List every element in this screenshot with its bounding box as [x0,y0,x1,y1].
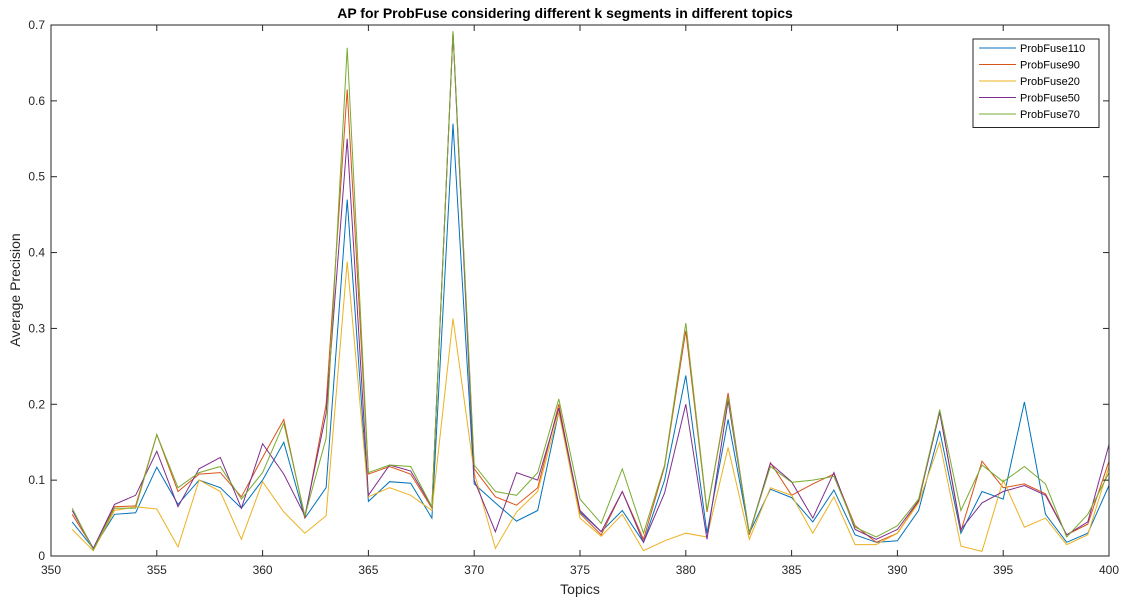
x-tick-label: 380 [676,563,696,577]
x-tick-label: 355 [147,563,167,577]
x-tick-label: 395 [993,563,1013,577]
y-tick-label: 0.1 [28,473,45,487]
plot-area [51,25,1109,556]
legend-label: ProbFuse50 [1020,93,1080,105]
x-tick-label: 375 [570,563,590,577]
ticks-layer: 350 355 360 365 370 375 380 385 390 395 400 0 0.1 0.2… [28,18,1119,577]
series-line-probfuse110 [71,123,1110,550]
series-layer [71,31,1110,553]
legend-label: ProbFuse20 [1020,76,1080,88]
legend-label: ProbFuse110 [1020,43,1085,55]
y-tick-label: 0.2 [28,397,45,411]
series-line-probfuse70 [71,31,1110,552]
x-axis-label: Topics [560,581,600,597]
x-tick-label: 400 [1099,563,1119,577]
legend-box [972,38,1100,128]
x-tick-label: 350 [41,563,61,577]
y-axis-label: Average Precision [7,233,23,346]
y-tick-label: 0.4 [28,246,45,260]
y-tick-label: 0.7 [28,18,45,32]
x-tick-label: 385 [782,563,802,577]
x-tick-label: 365 [358,563,378,577]
legend-label: ProbFuse90 [1020,60,1080,72]
y-tick-label: 0.5 [28,170,45,184]
chart-title: AP for ProbFuse considering different k … [337,5,793,21]
x-tick-label: 370 [464,563,484,577]
y-tick-label: 0.6 [28,94,45,108]
y-tick-label: 0 [38,549,45,563]
series-line-probfuse20 [71,261,1110,553]
legend: ProbFuse110 ProbFuse90 ProbFuse20 ProbFuse5… [972,38,1100,128]
x-tick-label: 390 [887,563,907,577]
y-tick-label: 0.3 [28,321,45,335]
legend-label: ProbFuse70 [1020,109,1080,121]
x-tick-label: 360 [253,563,273,577]
